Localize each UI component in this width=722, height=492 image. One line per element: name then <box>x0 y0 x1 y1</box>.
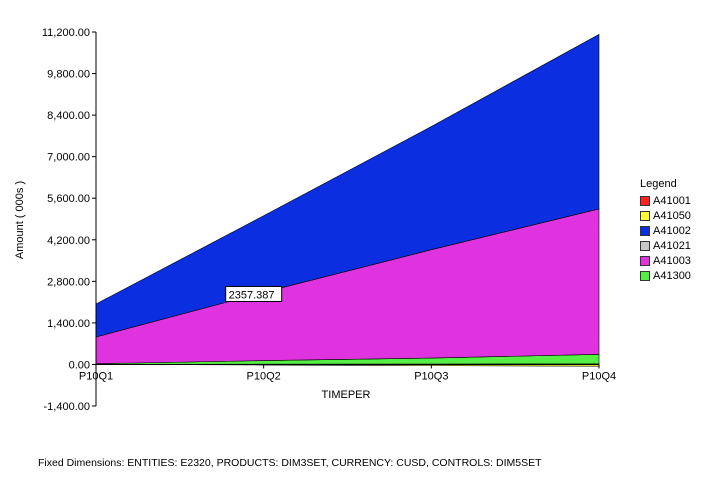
y-tick-label: 5,600.00 <box>47 193 90 205</box>
y-tick-label: 2,800.00 <box>47 276 90 288</box>
legend-item-A41050: A41050 <box>640 208 691 223</box>
y-axis-ticks: 11,200.00 9,800.00 8,400.00 7,000.00 5,600.0… <box>42 27 96 413</box>
y-tick-label: 0.00 <box>69 359 90 371</box>
data-annotation: 2357.387 <box>225 285 283 302</box>
x-tick-label: P10Q1 <box>79 370 113 382</box>
legend-item-A41021: A41021 <box>640 238 691 253</box>
legend-swatch <box>640 195 650 206</box>
annotation-box <box>225 285 283 302</box>
legend-label: A41300 <box>653 269 691 282</box>
y-tick-label: 1,400.00 <box>47 318 90 330</box>
y-tick-label: 11,200.00 <box>42 27 90 39</box>
y-tick-label: 4,200.00 <box>47 235 90 247</box>
chart-areas <box>95 33 600 367</box>
y-tick-label: 8,400.00 <box>47 110 90 122</box>
legend-item-A41002: A41002 <box>640 223 691 238</box>
legend-swatch <box>640 270 650 281</box>
legend-swatch <box>640 210 650 221</box>
legend-item-A41300: A41300 <box>640 268 691 283</box>
legend-label: A41002 <box>653 224 691 237</box>
legend-swatch <box>640 225 650 236</box>
fixed-dimensions-footer: Fixed Dimensions: ENTITIES: E2320, PRODU… <box>38 457 542 469</box>
x-axis-title: TIMEPER <box>322 389 371 401</box>
annotation-text: 2357.387 <box>229 289 275 301</box>
y-axis-title: Amount ( 000s ) <box>14 181 26 259</box>
x-tick-label: P10Q2 <box>247 370 281 382</box>
legend-label: A41050 <box>653 209 691 222</box>
legend-swatch <box>640 255 650 266</box>
legend-items: A41001 A41050 A41002 A41021 A41003 A41300 <box>640 193 691 283</box>
legend-item-A41001: A41001 <box>640 193 691 208</box>
x-tick-label: P10Q4 <box>582 370 616 382</box>
y-tick-label: -1,400.00 <box>44 401 90 413</box>
legend-label: A41003 <box>653 254 691 267</box>
legend-title: Legend <box>640 178 677 190</box>
legend: Legend A41001 A41050 A41002 A41021 A41003 A41… <box>640 178 691 283</box>
chart-axes <box>95 32 599 406</box>
x-axis-ticks: P10Q1 P10Q2 P10Q3 P10Q4 <box>79 364 616 382</box>
legend-item-A41003: A41003 <box>640 253 691 268</box>
legend-swatch <box>640 240 650 251</box>
legend-label: A41001 <box>653 194 691 207</box>
area-A41002 <box>95 33 600 338</box>
y-tick-label: 9,800.00 <box>47 69 90 81</box>
y-tick-label: 7,000.00 <box>47 152 90 164</box>
x-tick-label: P10Q3 <box>414 370 448 382</box>
legend-label: A41021 <box>653 239 691 252</box>
